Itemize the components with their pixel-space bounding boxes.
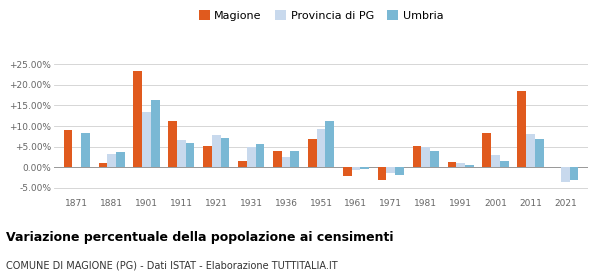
Bar bbox=[465, 165, 473, 167]
Bar bbox=[325, 122, 334, 167]
Bar bbox=[238, 161, 247, 167]
Bar bbox=[81, 133, 90, 167]
Bar bbox=[430, 151, 439, 167]
Bar bbox=[395, 167, 404, 175]
Bar bbox=[64, 130, 73, 167]
Bar bbox=[290, 151, 299, 167]
Bar bbox=[413, 146, 421, 167]
Text: Variazione percentuale della popolazione ai censimenti: Variazione percentuale della popolazione… bbox=[6, 231, 394, 244]
Bar bbox=[308, 139, 317, 167]
Bar bbox=[98, 163, 107, 167]
Bar bbox=[247, 147, 256, 167]
Bar bbox=[569, 167, 578, 179]
Bar bbox=[378, 167, 386, 180]
Bar bbox=[535, 139, 544, 167]
Bar bbox=[186, 143, 194, 167]
Bar bbox=[273, 151, 282, 167]
Bar bbox=[526, 134, 535, 167]
Bar bbox=[212, 135, 221, 167]
Legend: Magione, Provincia di PG, Umbria: Magione, Provincia di PG, Umbria bbox=[194, 6, 448, 25]
Bar bbox=[517, 91, 526, 167]
Bar bbox=[482, 133, 491, 167]
Bar bbox=[221, 137, 229, 167]
Bar bbox=[360, 167, 369, 169]
Bar bbox=[203, 146, 212, 167]
Bar bbox=[352, 167, 360, 171]
Bar bbox=[421, 147, 430, 167]
Bar bbox=[386, 167, 395, 173]
Bar bbox=[169, 121, 177, 167]
Bar bbox=[317, 129, 325, 167]
Bar bbox=[142, 112, 151, 167]
Text: COMUNE DI MAGIONE (PG) - Dati ISTAT - Elaborazione TUTTITALIA.IT: COMUNE DI MAGIONE (PG) - Dati ISTAT - El… bbox=[6, 260, 338, 270]
Bar bbox=[256, 144, 264, 167]
Bar bbox=[116, 151, 125, 167]
Bar bbox=[151, 100, 160, 167]
Bar bbox=[107, 154, 116, 167]
Bar bbox=[456, 163, 465, 167]
Bar bbox=[177, 140, 186, 167]
Bar bbox=[491, 155, 500, 167]
Bar bbox=[133, 71, 142, 167]
Bar bbox=[448, 162, 456, 167]
Bar bbox=[343, 167, 352, 176]
Bar bbox=[500, 161, 509, 167]
Bar bbox=[282, 157, 290, 167]
Bar bbox=[561, 167, 569, 182]
